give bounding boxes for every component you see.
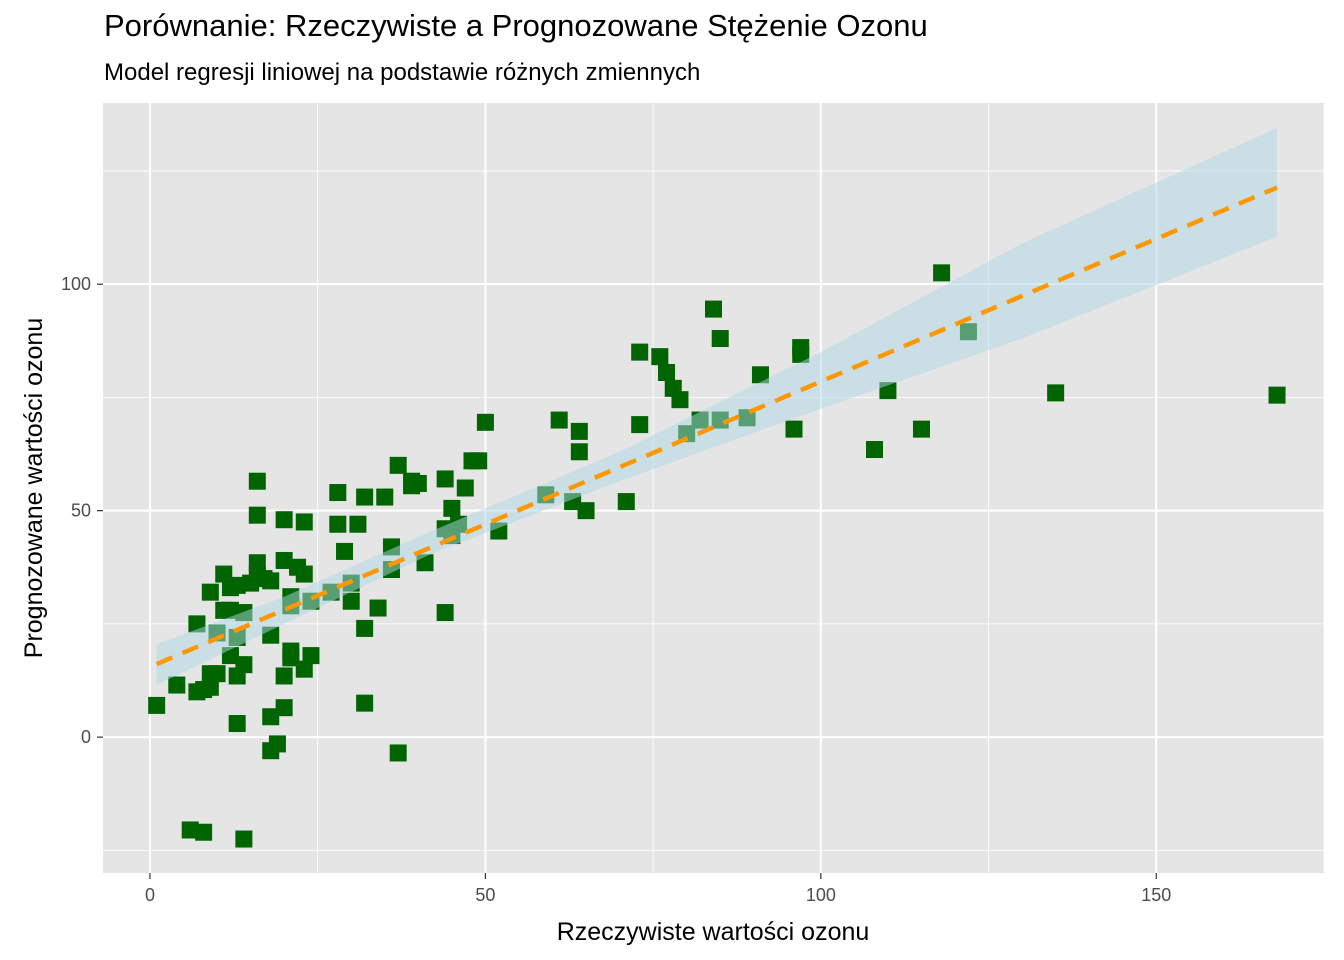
data-point <box>329 484 347 502</box>
data-point <box>208 665 226 683</box>
data-point <box>658 364 676 381</box>
data-point <box>275 551 293 569</box>
data-point <box>577 502 595 520</box>
data-point <box>792 345 810 363</box>
data-point <box>336 542 354 560</box>
y-tick-label: 0 <box>81 727 91 747</box>
chart-title: Porównanie: Rzeczywiste a Prognozowane S… <box>104 8 928 43</box>
data-point <box>275 699 293 717</box>
data-point <box>470 452 488 470</box>
data-point <box>295 565 313 583</box>
data-point <box>866 441 884 458</box>
data-point <box>617 493 635 511</box>
regression-line <box>155 185 1278 667</box>
data-point <box>349 515 367 533</box>
data-point <box>235 656 253 674</box>
data-point <box>570 422 588 440</box>
data-point <box>705 300 722 318</box>
data-point <box>671 391 689 409</box>
data-point <box>751 366 769 384</box>
data-point <box>356 488 374 506</box>
data-point <box>456 479 474 497</box>
data-point <box>376 488 394 506</box>
data-point <box>329 515 347 533</box>
data-point <box>711 330 729 348</box>
data-point <box>443 499 461 517</box>
data-point <box>356 619 374 637</box>
confidence-band <box>156 127 1278 686</box>
data-point <box>262 708 280 726</box>
data-point <box>570 443 588 461</box>
data-point <box>436 470 454 488</box>
data-point <box>275 511 293 529</box>
data-point <box>275 667 293 685</box>
data-point <box>1047 384 1065 402</box>
x-tick-label: 0 <box>145 885 155 905</box>
data-point <box>476 413 494 431</box>
data-point <box>221 601 239 619</box>
data-point <box>295 513 313 531</box>
x-tick-label: 100 <box>806 885 836 905</box>
data-point <box>409 474 427 492</box>
data-point <box>1268 386 1286 404</box>
data-point <box>235 830 253 848</box>
data-point <box>631 343 649 361</box>
y-axis-ticks: 0 50 100 <box>61 274 103 747</box>
x-axis-ticks: 0 50 100 150 <box>145 873 1171 905</box>
data-point <box>342 592 360 610</box>
x-tick-label: 50 <box>475 885 495 905</box>
data-point <box>181 821 199 839</box>
y-tick-label: 100 <box>61 274 91 294</box>
data-point <box>389 456 407 474</box>
data-point <box>215 565 233 583</box>
data-point <box>262 572 280 590</box>
data-point <box>268 735 286 753</box>
data-point <box>228 715 246 733</box>
data-point <box>785 420 803 438</box>
data-point <box>651 348 669 366</box>
data-point <box>248 472 266 490</box>
data-point <box>631 416 649 434</box>
minor-gridlines <box>103 103 1325 873</box>
y-tick-label: 50 <box>71 501 91 521</box>
data-point <box>912 420 930 438</box>
data-point <box>550 411 568 429</box>
x-tick-label: 150 <box>1141 885 1171 905</box>
data-point <box>295 660 313 678</box>
data-point <box>356 694 374 712</box>
data-point <box>369 599 387 617</box>
data-point <box>248 506 266 524</box>
chart-subtitle: Model regresji liniowej na podstawie róż… <box>104 59 701 86</box>
data-point <box>168 676 186 694</box>
data-point <box>195 823 213 841</box>
y-axis-title: Prognozowane wartości ozonu <box>20 318 48 658</box>
data-point <box>933 264 951 282</box>
data-point <box>282 649 300 667</box>
data-point <box>436 604 454 622</box>
data-point <box>201 583 219 601</box>
data-point <box>389 744 407 762</box>
x-axis-title: Rzeczywiste wartości ozonu <box>557 918 870 946</box>
data-point <box>201 678 219 696</box>
data-point <box>228 576 246 594</box>
data-point <box>302 647 320 665</box>
data-point <box>148 696 166 714</box>
